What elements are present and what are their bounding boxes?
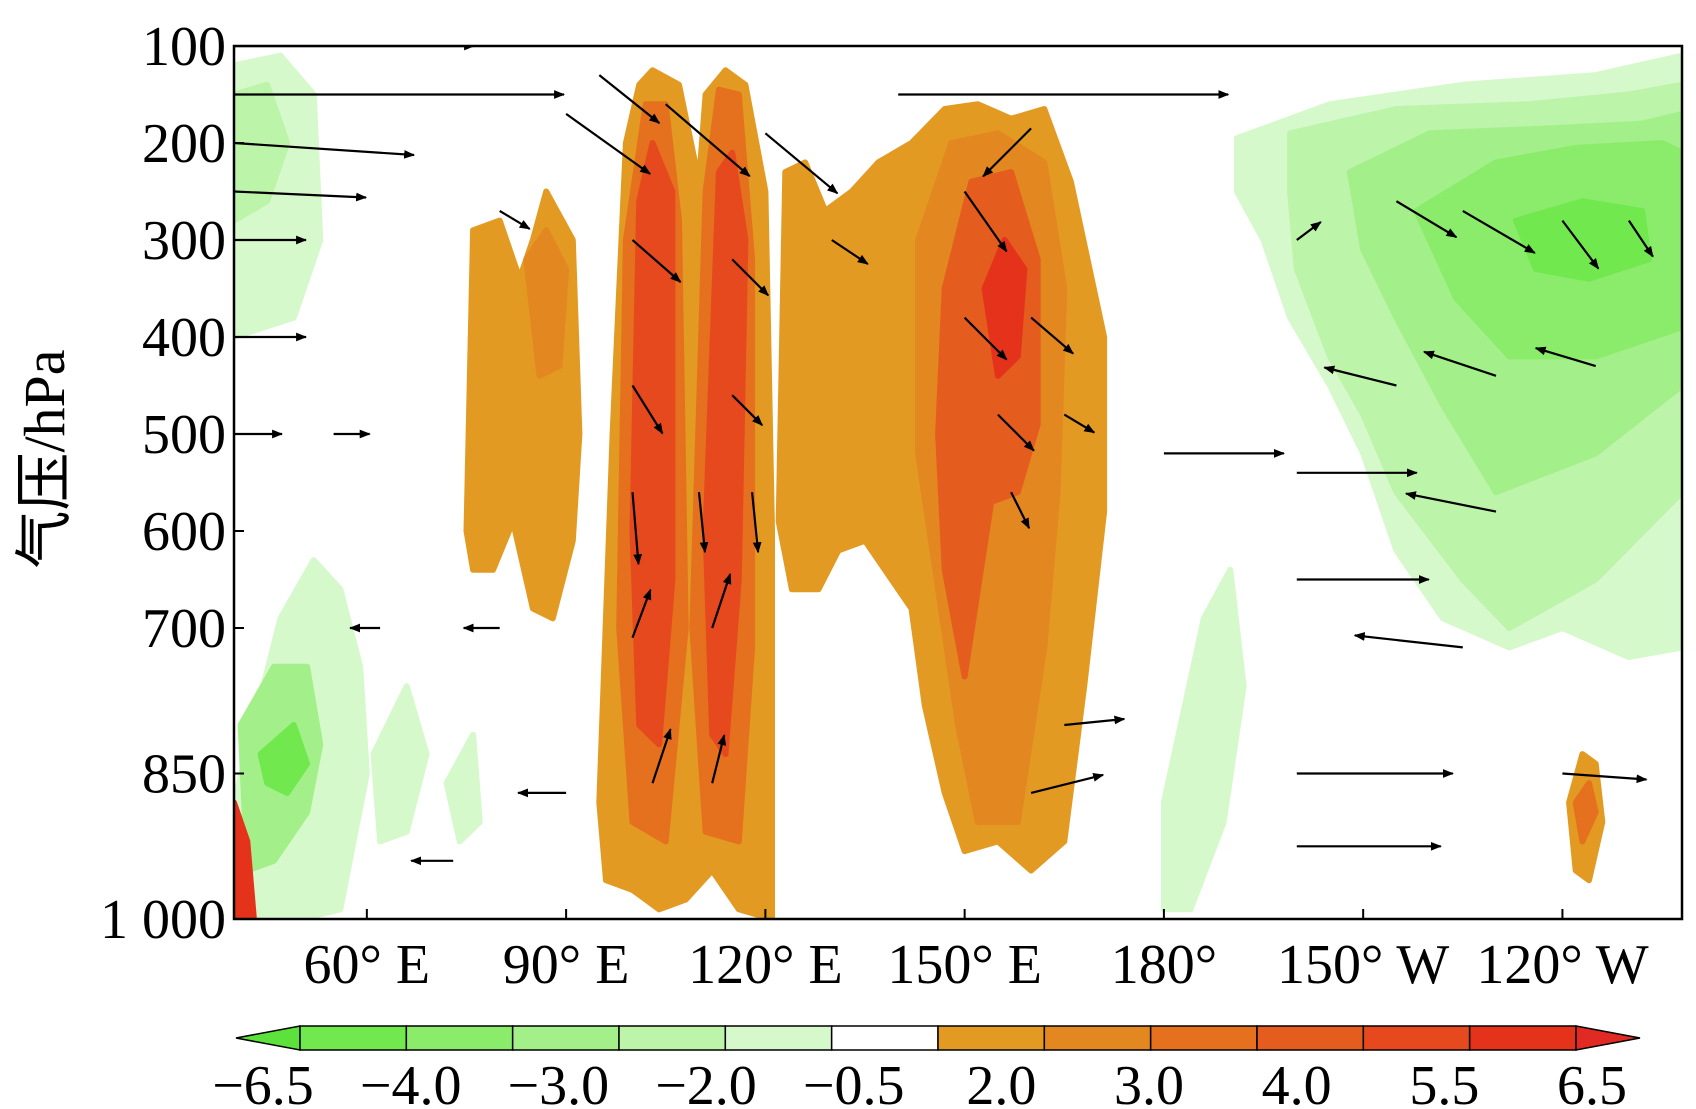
anomaly-contour-pos-19 [702, 149, 749, 758]
colorbar-label-6: 3.0 [1114, 1055, 1184, 1109]
x-tick-label-3: 150° E [887, 934, 1042, 996]
colorbar-label-9: 6.5 [1557, 1055, 1627, 1109]
colorbar-label-3: −2.0 [655, 1055, 757, 1109]
wind-vector-44 [1323, 365, 1397, 387]
x-tick-label-5: 150° W [1277, 934, 1449, 996]
colorbar-label-8: 5.5 [1409, 1055, 1479, 1109]
colorbar-swatch-3 [618, 1025, 727, 1051]
colorbar-swatch-1 [405, 1025, 514, 1051]
anomaly-contour-pos-25 [1572, 780, 1599, 845]
wind-vector-19 [963, 316, 1008, 361]
anomaly-contour-pos-18 [629, 140, 676, 748]
anomaly-contour-neg-6 [443, 731, 483, 845]
y-tick-label-2: 300 [142, 210, 226, 272]
shaded-anomaly-fields [234, 52, 1682, 919]
y-tick-label-6: 700 [142, 598, 226, 660]
colorbar-swatch-5 [830, 1025, 939, 1051]
y-axis: 100 200 300 400 500 600 700 850 1 000 [100, 16, 244, 951]
wind-vector-40 [1395, 200, 1458, 239]
wind-vector-45 [1422, 350, 1497, 377]
colorbar-extend-high [1575, 1025, 1641, 1051]
anomaly-contour-neg-7 [1160, 566, 1247, 913]
x-axis: 60° E 90° E 120° E 150° E 180° 150° W 120° W [304, 909, 1649, 996]
wind-vector-39 [1296, 221, 1322, 241]
anomaly-contour-neg-12 [1512, 198, 1652, 282]
wind-vector-23 [997, 413, 1035, 452]
wind-vector-38 [1064, 715, 1126, 727]
wind-vector-21 [631, 384, 664, 435]
colorbar-swatch-0 [299, 1025, 408, 1051]
wind-vector-12 [764, 132, 839, 195]
wind-vector-24 [1063, 413, 1096, 434]
anomaly-contour-neg-2 [257, 722, 311, 796]
wind-vector-36 [711, 734, 727, 784]
x-tick-label-4: 180° [1111, 934, 1217, 996]
wind-vector-41 [1462, 209, 1536, 254]
colorbar-swatch-2 [511, 1025, 620, 1051]
wind-vector-42 [1561, 219, 1600, 270]
y-tick-label-5: 600 [142, 501, 226, 563]
colorbar-swatch-7 [1043, 1025, 1152, 1051]
y-tick-label-0: 100 [142, 16, 226, 78]
wind-vector-20 [1030, 316, 1074, 355]
colorbar-swatch-6 [937, 1025, 1046, 1051]
wind-vector-28 [1010, 491, 1031, 530]
wind-vector-46 [1534, 346, 1597, 368]
colorbar-swatch-11 [1468, 1025, 1577, 1051]
anomaly-contour-neg-5 [370, 683, 430, 845]
wind-vector-49 [1404, 491, 1497, 513]
colorbar-swatch-4 [724, 1025, 833, 1051]
wind-vector-25 [631, 492, 643, 566]
wind-vector-3 [234, 141, 416, 159]
colorbar-label-0: −6.5 [212, 1055, 314, 1109]
wind-vector-15 [499, 209, 531, 230]
wind-vector-37 [1030, 773, 1105, 794]
wind-vector-29 [631, 588, 652, 639]
wind-vector-35 [651, 728, 672, 784]
wind-vector-22 [731, 394, 763, 426]
wind-vector-54 [1562, 772, 1648, 784]
wind-vector-9 [598, 74, 661, 124]
wind-vector-51 [1353, 632, 1463, 649]
colorbar-extend-low [235, 1025, 301, 1051]
y-tick-label-3: 400 [142, 307, 226, 369]
x-tick-label-0: 60° E [304, 934, 431, 996]
y-tick-label-1: 200 [142, 113, 226, 175]
colorbar-label-2: −3.0 [508, 1055, 610, 1109]
x-tick-label-6: 120° W [1476, 934, 1648, 996]
colorbar-label-1: −4.0 [360, 1055, 462, 1109]
y-tick-label-4: 500 [142, 404, 226, 466]
x-tick-label-2: 120° E [688, 934, 843, 996]
wind-vector-17 [731, 258, 769, 297]
wind-vector-11 [664, 103, 751, 178]
colorbar-label-4: −0.5 [803, 1055, 905, 1109]
wind-vector-13 [982, 127, 1032, 178]
wind-vector-14 [963, 190, 1008, 253]
y-tick-label-7: 850 [142, 744, 226, 806]
wind-vector-30 [711, 572, 732, 629]
y-axis-label: 气压/hPa [12, 349, 77, 568]
colorbar-label-5: 2.0 [966, 1055, 1036, 1109]
wind-vector-16 [631, 239, 682, 283]
wind-vector-10 [565, 113, 651, 175]
wind-vector-18 [831, 239, 869, 265]
wind-vector-4 [234, 190, 368, 202]
colorbar-swatch-8 [1149, 1025, 1258, 1051]
y-tick-label-8: 1 000 [100, 889, 226, 951]
anomaly-contour-pos-26 [234, 799, 257, 919]
colorbar-swatch-10 [1362, 1025, 1471, 1051]
plot-frame [232, 44, 1684, 921]
anomaly-contour-pos-14 [523, 227, 570, 379]
colorbar: −6.5 −4.0 −3.0 −2.0 −0.5 2.0 3.0 4.0 5.5 6.5 [212, 1025, 1641, 1109]
colorbar-label-7: 4.0 [1262, 1055, 1332, 1109]
wind-vector-27 [751, 492, 762, 554]
wind-vector-26 [697, 492, 709, 554]
plot-area [232, 44, 1684, 921]
colorbar-swatch-9 [1256, 1025, 1365, 1051]
wind-vector-43 [1627, 219, 1654, 258]
anomaly-contour-neg-4 [234, 81, 291, 224]
x-tick-label-1: 90° E [503, 934, 630, 996]
